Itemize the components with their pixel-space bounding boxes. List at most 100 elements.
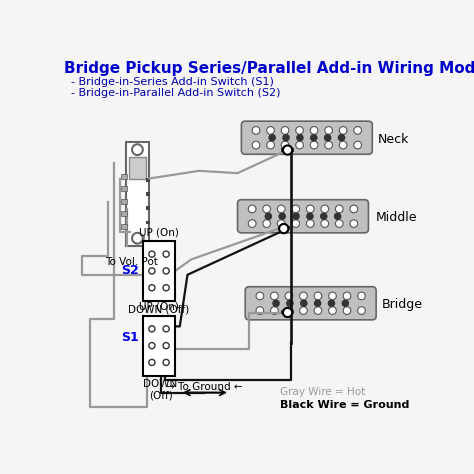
Circle shape [163, 251, 169, 257]
Text: To Vol. Pot: To Vol. Pot [105, 257, 158, 267]
Bar [143, 316, 175, 376]
Circle shape [273, 300, 279, 306]
Text: Middle: Middle [376, 211, 418, 224]
Circle shape [310, 135, 317, 141]
Bar [143, 241, 175, 301]
Circle shape [163, 359, 169, 365]
Text: - Bridge-in-Parallel Add-in Switch (S2): - Bridge-in-Parallel Add-in Switch (S2) [64, 88, 281, 98]
Bar [278, 226, 282, 230]
Circle shape [163, 326, 169, 332]
Text: S2: S2 [121, 264, 139, 277]
Circle shape [252, 141, 260, 149]
Circle shape [300, 307, 307, 314]
Circle shape [321, 213, 327, 219]
Circle shape [293, 213, 299, 219]
Circle shape [354, 127, 362, 134]
Bar [129, 157, 146, 179]
Circle shape [281, 141, 289, 149]
Circle shape [271, 307, 278, 314]
Bar [282, 148, 286, 152]
Circle shape [335, 213, 341, 219]
Text: UP (On): UP (On) [139, 227, 179, 237]
Circle shape [149, 268, 155, 274]
Circle shape [149, 359, 155, 365]
FancyBboxPatch shape [241, 121, 372, 154]
Circle shape [283, 308, 292, 317]
Circle shape [314, 292, 322, 300]
Text: Neck: Neck [378, 133, 409, 146]
Circle shape [267, 127, 274, 134]
Circle shape [292, 220, 300, 228]
Bar [121, 211, 128, 217]
Circle shape [277, 220, 285, 228]
Circle shape [149, 285, 155, 291]
Circle shape [149, 326, 155, 332]
Circle shape [343, 307, 351, 314]
Circle shape [285, 307, 293, 314]
Circle shape [296, 141, 303, 149]
Bar [121, 224, 128, 229]
Text: S1: S1 [121, 331, 139, 345]
Circle shape [248, 205, 256, 213]
Circle shape [300, 292, 307, 300]
Circle shape [336, 205, 343, 213]
Circle shape [263, 205, 271, 213]
Circle shape [358, 307, 365, 314]
Circle shape [315, 300, 321, 306]
Bar [121, 173, 128, 179]
Circle shape [310, 127, 318, 134]
Circle shape [306, 205, 314, 213]
Circle shape [358, 292, 365, 300]
Circle shape [321, 205, 328, 213]
Circle shape [267, 141, 274, 149]
Circle shape [269, 135, 275, 141]
Circle shape [342, 300, 348, 306]
Circle shape [252, 127, 260, 134]
Circle shape [338, 135, 345, 141]
Circle shape [149, 251, 155, 257]
FancyBboxPatch shape [245, 287, 376, 320]
Circle shape [339, 141, 347, 149]
Circle shape [354, 141, 362, 149]
Text: Gray Wire = Hot: Gray Wire = Hot [280, 387, 365, 397]
Bar [282, 310, 286, 314]
Circle shape [248, 220, 256, 228]
Bar [146, 206, 150, 210]
Circle shape [328, 292, 337, 300]
Circle shape [292, 205, 300, 213]
Text: UP (On): UP (On) [139, 302, 179, 312]
Text: Bridge: Bridge [382, 298, 422, 311]
Circle shape [132, 144, 143, 155]
Circle shape [256, 292, 264, 300]
Text: DOWN
(Off): DOWN (Off) [144, 379, 178, 401]
Circle shape [163, 285, 169, 291]
Circle shape [328, 307, 337, 314]
Circle shape [132, 233, 143, 244]
Bar [285, 226, 290, 230]
Circle shape [350, 220, 358, 228]
Text: - Bridge-in-Series Add-in Switch (S1): - Bridge-in-Series Add-in Switch (S1) [64, 77, 274, 87]
Bar [126, 142, 149, 246]
Circle shape [336, 220, 343, 228]
Circle shape [307, 213, 313, 219]
Circle shape [163, 268, 169, 274]
Circle shape [314, 307, 322, 314]
Text: → To Ground ←: → To Ground ← [166, 382, 243, 392]
Bar [146, 220, 150, 224]
Circle shape [279, 213, 285, 219]
Bar [121, 199, 128, 204]
Text: Bridge Pickup Series/Parallel Add-in Wiring Mod: Bridge Pickup Series/Parallel Add-in Wir… [64, 61, 474, 76]
Bar [289, 148, 294, 152]
Bar [146, 178, 150, 182]
Circle shape [328, 300, 335, 306]
Circle shape [285, 292, 293, 300]
Circle shape [149, 343, 155, 349]
Circle shape [283, 135, 289, 141]
Circle shape [343, 292, 351, 300]
Circle shape [325, 127, 332, 134]
Circle shape [279, 224, 288, 233]
Circle shape [163, 343, 169, 349]
Circle shape [325, 135, 331, 141]
Circle shape [281, 127, 289, 134]
Circle shape [325, 141, 332, 149]
